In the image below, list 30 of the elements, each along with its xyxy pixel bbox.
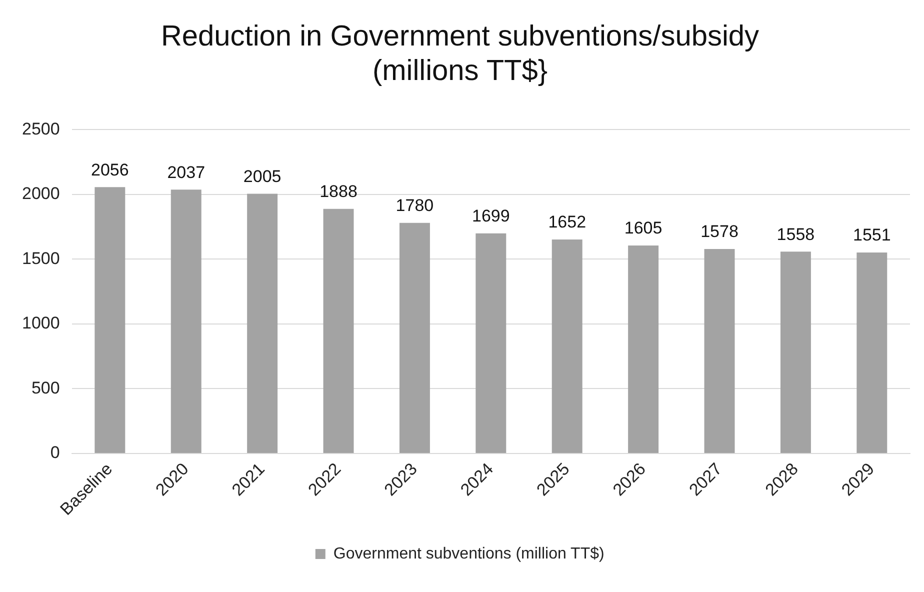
bar [856, 252, 888, 453]
data-label: 1578 [700, 222, 738, 242]
data-label: 2037 [167, 162, 206, 182]
y-tick-label: 1000 [22, 314, 60, 333]
y-tick-label: 0 [50, 443, 60, 462]
y-tick-label: 500 [31, 378, 60, 398]
bar [780, 252, 811, 453]
data-label: 1558 [776, 224, 815, 244]
data-label: 2005 [243, 166, 282, 186]
data-label: 1551 [852, 226, 891, 245]
chart-title: Reduction in Government subventions/subsidy (millions TT$} [160, 20, 760, 88]
bar [552, 239, 582, 453]
legend-label: Government subventions (million TT$) [333, 545, 604, 562]
bar [399, 222, 430, 453]
bar [476, 233, 506, 453]
bar [323, 208, 354, 453]
data-label: 1888 [320, 182, 358, 202]
data-label: 1780 [396, 196, 434, 216]
y-tick-label: 1500 [22, 248, 60, 268]
y-tick-label: 2500 [22, 119, 60, 138]
bar [704, 249, 735, 453]
data-label: 2056 [91, 160, 129, 180]
bar [247, 194, 278, 453]
bar [94, 187, 126, 453]
data-label: 1605 [624, 218, 662, 238]
data-label: 1699 [472, 206, 510, 226]
data-label: 1652 [548, 212, 586, 232]
bar [170, 190, 202, 453]
y-tick-label: 2000 [22, 184, 60, 204]
bar [628, 246, 659, 453]
